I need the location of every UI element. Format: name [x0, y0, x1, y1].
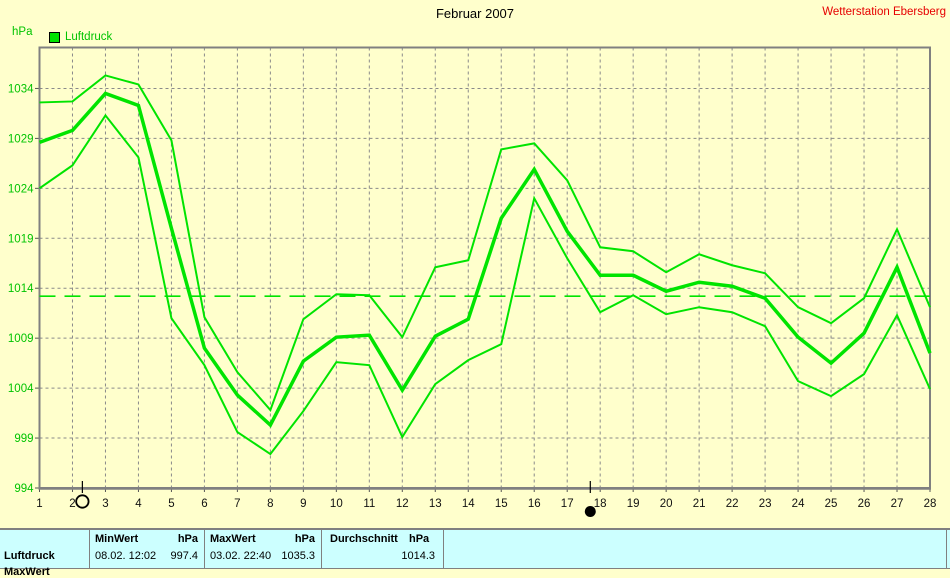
svg-text:12: 12 [396, 498, 409, 510]
partial-next-row-label: MaxWert [4, 566, 50, 578]
station-label: Wetterstation Ebersberg [822, 6, 946, 18]
full-moon-icon [75, 494, 90, 509]
sensor-row-label: Luftdruck [4, 550, 55, 562]
svg-text:5: 5 [168, 498, 174, 510]
svg-text:22: 22 [726, 498, 739, 510]
svg-text:26: 26 [858, 498, 871, 510]
svg-text:1034: 1034 [8, 83, 34, 95]
minwert-value: 997.4 [170, 550, 198, 562]
svg-text:10: 10 [330, 498, 343, 510]
maxwert-header: MaxWert [210, 533, 256, 545]
series-line-tagesminimum [38, 113, 931, 456]
durchschnitt-unit-header: hPa [409, 533, 430, 545]
svg-text:14: 14 [462, 498, 475, 510]
maxwert-value: 1035.3 [281, 550, 315, 562]
svg-text:1009: 1009 [8, 333, 34, 345]
summary-table: MinWert hPa MaxWert hPa Durchschnitt hPa… [0, 528, 950, 578]
svg-text:999: 999 [14, 433, 33, 445]
table-divider [443, 530, 444, 568]
new-moon-icon [584, 506, 596, 517]
legend-swatch-icon [49, 32, 60, 43]
minwert-datetime: 08.02. 12:02 [95, 550, 157, 562]
maxwert-unit-header: hPa [294, 533, 315, 545]
y-axis-unit-label: hPa [12, 26, 33, 38]
table-divider [204, 530, 205, 568]
svg-text:994: 994 [14, 483, 34, 495]
svg-text:28: 28 [924, 498, 937, 510]
svg-text:19: 19 [627, 498, 640, 510]
table-divider [321, 530, 322, 568]
svg-text:15: 15 [495, 498, 508, 510]
svg-text:3: 3 [102, 498, 108, 510]
svg-text:17: 17 [561, 498, 574, 510]
svg-text:8: 8 [267, 498, 273, 510]
svg-text:18: 18 [594, 498, 607, 510]
minwert-unit-header: hPa [177, 533, 198, 545]
series-line-tagesmaximum [39, 74, 931, 413]
svg-text:4: 4 [135, 498, 142, 510]
legend-label: Luftdruck [65, 31, 113, 43]
svg-text:1024: 1024 [8, 183, 34, 195]
svg-text:9: 9 [300, 498, 306, 510]
svg-text:27: 27 [891, 498, 904, 510]
series-line-luftdruck [38, 91, 932, 428]
svg-text:1019: 1019 [8, 233, 34, 245]
table-divider [89, 530, 90, 568]
svg-text:23: 23 [759, 498, 772, 510]
page-title: Februar 2007 [435, 6, 515, 21]
svg-text:1004: 1004 [8, 383, 34, 395]
svg-text:13: 13 [429, 498, 442, 510]
durchschnitt-value: 1014.3 [401, 550, 435, 562]
minwert-header: MinWert [95, 533, 139, 545]
svg-text:7: 7 [234, 498, 240, 510]
svg-text:21: 21 [693, 498, 706, 510]
svg-text:16: 16 [528, 498, 541, 510]
svg-text:20: 20 [660, 498, 673, 510]
svg-text:25: 25 [825, 498, 838, 510]
svg-text:1014: 1014 [8, 283, 34, 295]
table-divider [946, 530, 947, 568]
svg-text:24: 24 [792, 498, 805, 510]
maxwert-datetime: 03.02. 22:40 [210, 550, 272, 562]
svg-text:6: 6 [201, 498, 207, 510]
svg-text:2: 2 [69, 498, 75, 510]
gridlines [35, 47, 931, 492]
durchschnitt-header: Durchschnitt [330, 533, 398, 545]
svg-text:11: 11 [363, 498, 375, 510]
svg-text:1029: 1029 [8, 133, 34, 145]
svg-text:1: 1 [36, 498, 42, 510]
